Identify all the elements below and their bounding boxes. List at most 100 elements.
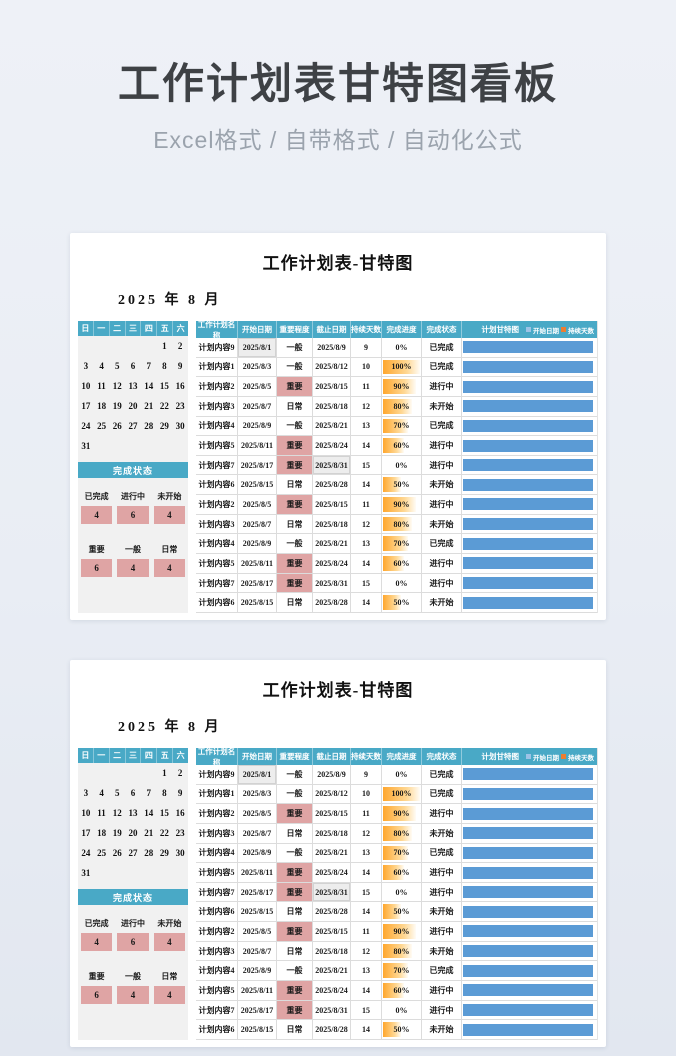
calendar-grid: 1 2 3 4 5 6 7 8 9 10 11 12 13 14 15 16 17 18 19 20 21 22 23 24 2… <box>78 336 188 456</box>
cell-importance: 重要 <box>277 922 313 941</box>
calendar-day: 29 <box>159 848 169 858</box>
calendar-day: 14 <box>144 381 154 391</box>
cell-duration-days: 11 <box>351 922 382 941</box>
legend-label: 持续天数 <box>568 327 594 335</box>
calendar-day: 6 <box>130 361 136 371</box>
calendar-sidebar: 日一二三四五六 1 2 3 4 5 6 7 8 9 10 11 12 13 14 15 16 17 18 19 20 2… <box>78 748 188 1040</box>
cell-end-date: 2025/8/24 <box>313 554 351 573</box>
cell-status: 进行中 <box>422 455 462 475</box>
cell-gantt <box>462 515 597 534</box>
cell-status: 已完成 <box>422 357 462 377</box>
calendar-sidebar: 日一二三四五六 1 2 3 4 5 6 7 8 9 10 11 12 13 14 15 16 17 18 19 20 2… <box>78 321 188 613</box>
cell-plan-name: 计划内容3 <box>196 823 238 843</box>
calendar-day: 26 <box>112 848 122 858</box>
cell-start-date: 2025/8/9 <box>238 534 277 554</box>
cell-start-date: 2025/8/5 <box>238 804 277 823</box>
col-header-days: 持续天数 <box>351 321 382 338</box>
cell-start-date: 2025/8/1 <box>238 338 277 357</box>
cell-plan-name: 计划内容7 <box>196 1000 238 1020</box>
cell-progress: 0% <box>382 573 422 593</box>
table-row: 计划内容2 2025/8/5 重要 2025/8/15 11 90% 进行中 <box>196 495 597 515</box>
cell-status: 进行中 <box>422 882 462 902</box>
cell-duration-days: 15 <box>351 573 382 593</box>
gantt-bar <box>463 1004 593 1016</box>
cell-importance: 重要 <box>277 436 313 455</box>
cell-progress: 90% <box>382 922 422 941</box>
cell-importance: 一般 <box>277 765 313 784</box>
progress-value: 60% <box>393 868 410 878</box>
gantt-bar <box>463 984 593 997</box>
plan-table: 工作计划名称 开始日期 重要程度 截止日期 持续天数 完成进度 完成状态 计划甘特图 开始日期持… <box>196 320 598 613</box>
cell-status: 进行中 <box>422 377 462 396</box>
cell-duration-days: 14 <box>351 902 382 922</box>
progress-databar <box>383 825 413 841</box>
cell-duration-days: 15 <box>351 882 382 902</box>
calendar-day: 3 <box>83 361 89 371</box>
calendar-day: 27 <box>128 421 138 431</box>
progress-databar <box>383 379 417 394</box>
calendar-day: 31 <box>81 441 91 451</box>
cell-status: 已完成 <box>422 843 462 863</box>
table-row: 计划内容5 2025/8/11 重要 2025/8/24 14 60% 进行中 <box>196 554 597 574</box>
cell-progress: 50% <box>382 475 422 495</box>
calendar-day: 1 <box>162 768 167 778</box>
gantt-bar <box>463 886 593 899</box>
priority-labels: 重要 一般 日常 <box>78 544 188 555</box>
col-header-progress: 完成进度 <box>382 321 422 338</box>
calendar-weekday: 四 <box>141 748 158 763</box>
calendar-weekday: 五 <box>157 748 174 763</box>
cell-importance: 日常 <box>277 902 313 922</box>
cell-importance: 重要 <box>277 804 313 823</box>
table-row: 计划内容5 2025/8/11 重要 2025/8/24 14 60% 进行中 <box>196 436 597 456</box>
cell-importance: 一般 <box>277 961 313 981</box>
summary-status-value: 4 <box>81 933 113 951</box>
calendar-day <box>172 436 188 456</box>
cell-end-date: 2025/8/21 <box>313 534 351 554</box>
progress-value: 80% <box>393 828 410 838</box>
cell-start-date: 2025/8/7 <box>238 941 277 961</box>
gantt-bar <box>463 945 593 958</box>
progress-databar <box>383 924 417 939</box>
cell-plan-name: 计划内容5 <box>196 981 238 1000</box>
calendar-day: 7 <box>146 361 151 371</box>
table-header: 工作计划名称 开始日期 重要程度 截止日期 持续天数 完成进度 完成状态 计划甘特图 开始日期持… <box>196 320 597 340</box>
cell-end-date: 2025/8/31 <box>313 455 351 475</box>
cell-duration-days: 13 <box>351 534 382 554</box>
legend-label: 开始日期 <box>533 754 559 762</box>
calendar-day <box>109 436 125 456</box>
summary-status-value: 6 <box>117 506 149 524</box>
cell-gantt <box>462 456 597 475</box>
cell-importance: 一般 <box>277 416 313 436</box>
calendar-day <box>172 863 188 883</box>
cell-importance: 一般 <box>277 534 313 554</box>
table-row: 计划内容4 2025/8/9 一般 2025/8/21 13 70% 已完成 <box>196 416 597 437</box>
cell-duration-days: 15 <box>351 455 382 475</box>
calendar-day <box>157 863 173 883</box>
cell-status: 进行中 <box>422 436 462 455</box>
table-row: 计划内容2 2025/8/5 重要 2025/8/15 11 90% 进行中 <box>196 377 597 397</box>
progress-value: 0% <box>395 342 408 352</box>
cell-status: 未开始 <box>422 514 462 534</box>
summary-priority-value: 4 <box>153 559 185 577</box>
cell-importance: 日常 <box>277 475 313 495</box>
cell-plan-name: 计划内容3 <box>196 396 238 416</box>
calendar-day <box>125 863 141 883</box>
progress-databar <box>383 943 413 959</box>
col-header-end: 截止日期 <box>313 321 351 338</box>
calendar-day <box>141 863 157 883</box>
table-row: 计划内容3 2025/8/7 日常 2025/8/18 12 80% 未开始 <box>196 941 597 962</box>
cell-end-date: 2025/8/18 <box>313 396 351 416</box>
table-row: 计划内容6 2025/8/15 日常 2025/8/28 14 50% 未开始 <box>196 475 597 496</box>
cell-status: 已完成 <box>422 338 462 357</box>
calendar-weekday: 日 <box>78 748 94 763</box>
calendar-day <box>94 436 110 456</box>
table-row: 计划内容5 2025/8/11 重要 2025/8/24 14 60% 进行中 <box>196 863 597 883</box>
gantt-bar <box>463 478 593 491</box>
cell-status: 已完成 <box>422 765 462 784</box>
cell-end-date: 2025/8/24 <box>313 981 351 1000</box>
calendar-day <box>94 863 110 883</box>
calendar-day: 11 <box>97 808 106 818</box>
calendar-weekday: 六 <box>176 751 185 760</box>
col-header-importance: 重要程度 <box>277 748 313 765</box>
